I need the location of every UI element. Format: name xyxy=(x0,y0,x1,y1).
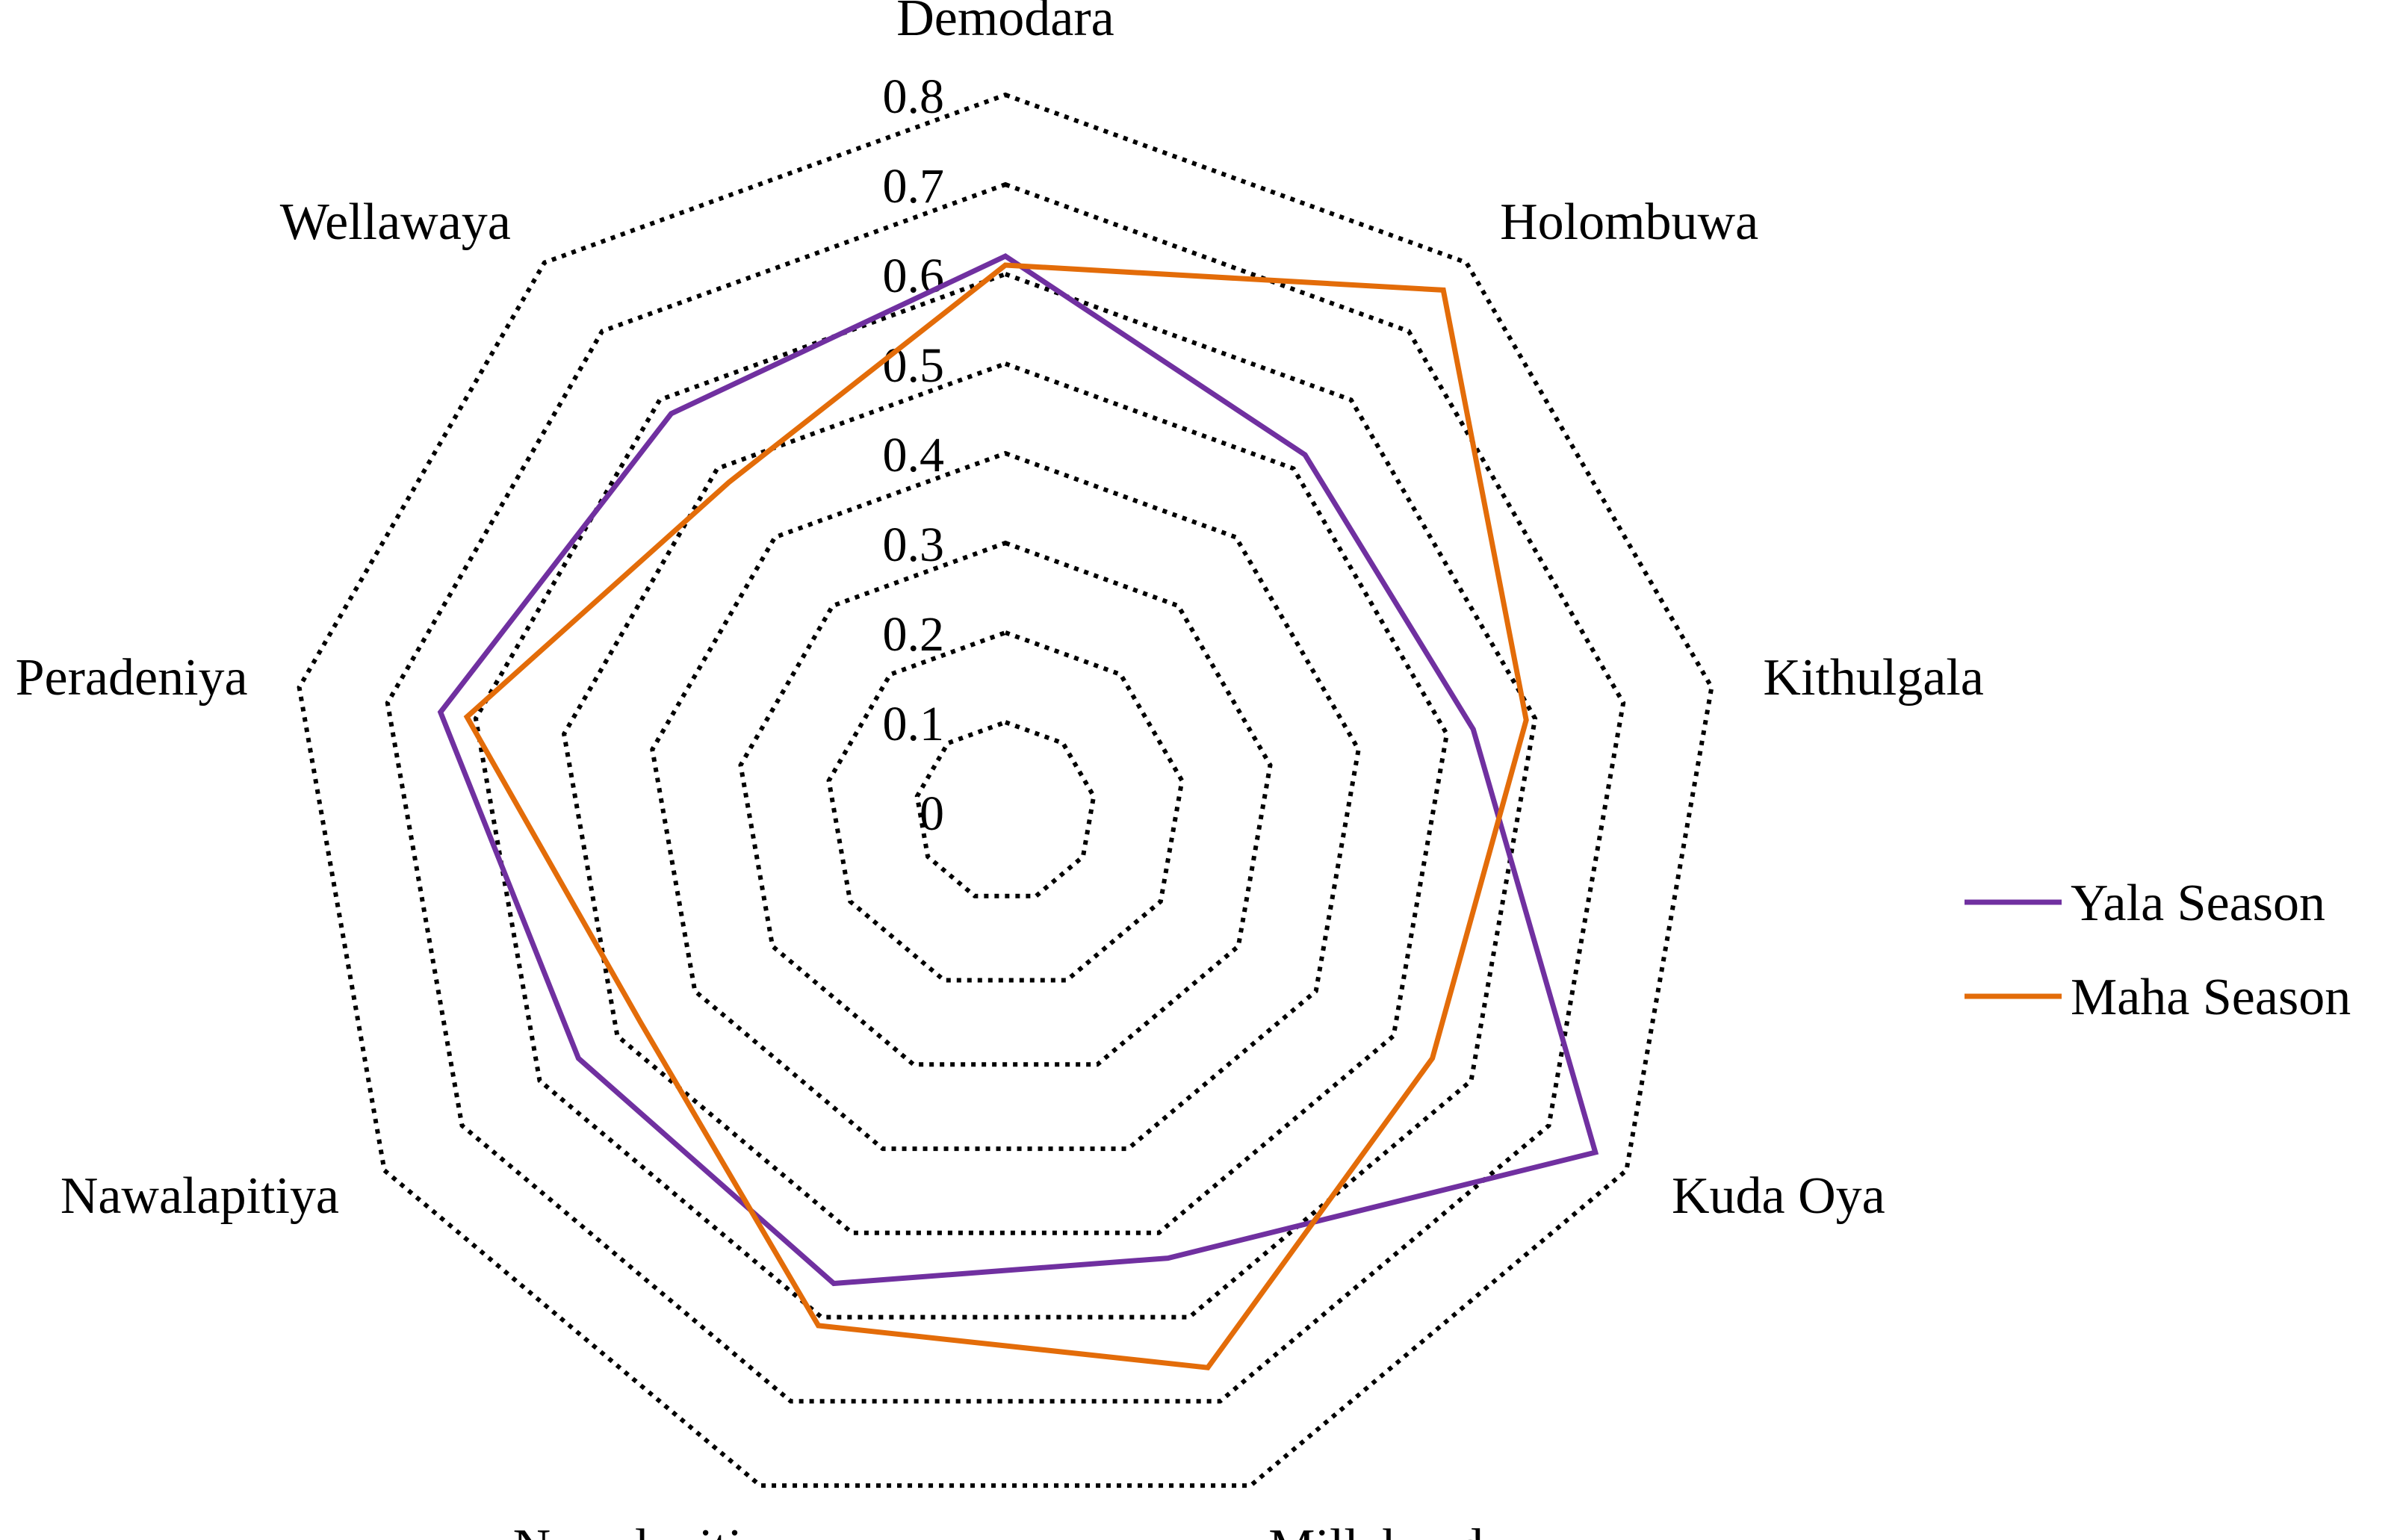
category-label-peradeniya: Peradeniya xyxy=(16,649,248,707)
category-label-kithulgala: Kithulgala xyxy=(1763,649,1983,707)
series-lines xyxy=(437,252,1599,1370)
category-label-holombuwa: Holombuwa xyxy=(1500,193,1758,251)
category-labels: Demodara Holombuwa Kithulgala Kuda Oya Milla… xyxy=(16,0,1984,1540)
legend-item-yala: Yala Season xyxy=(1965,875,2325,932)
series-line-maha-season xyxy=(463,262,1529,1370)
grid-ring-0-3 xyxy=(738,540,1273,1067)
tick-label: 0.1 xyxy=(883,697,945,751)
legend-label-yala: Yala Season xyxy=(2071,875,2325,932)
legend: Yala Season Maha Season xyxy=(1965,875,2351,1026)
legend-item-maha: Maha Season xyxy=(1965,969,2351,1026)
category-label-nawalapitiya: Nawalapitiya xyxy=(61,1167,339,1225)
series-line-yala-season xyxy=(437,252,1599,1287)
tick-label: 0.8 xyxy=(883,69,945,124)
grid-ring-0-4 xyxy=(650,450,1361,1152)
category-label-demodara: Demodara xyxy=(896,0,1114,47)
category-label-wellawaya: Wellawaya xyxy=(280,193,511,251)
grid-ring-0-6 xyxy=(473,271,1538,1320)
tick-label: 0.4 xyxy=(883,428,945,482)
tick-label: 0.7 xyxy=(883,159,945,214)
category-label-millakanda: Millakanda xyxy=(1268,1519,1507,1540)
category-label-nawalapiti: Nawalapiti xyxy=(513,1519,742,1540)
category-label-kuda-oya: Kuda Oya xyxy=(1672,1167,1885,1225)
grid-rings xyxy=(297,92,1714,1488)
grid-ring-0-2 xyxy=(826,630,1185,983)
legend-label-maha: Maha Season xyxy=(2071,969,2351,1026)
grid-ring-0-1 xyxy=(914,719,1097,898)
tick-label: 0 xyxy=(920,786,944,841)
grid-ring-0-5 xyxy=(561,361,1450,1235)
tick-label: 0.3 xyxy=(883,518,945,572)
tick-label: 0.6 xyxy=(883,249,945,303)
grid-ring-0-8 xyxy=(297,92,1714,1488)
radial-tick-labels: 0 0.1 0.2 0.3 0.4 0.5 0.6 0.7 0.8 xyxy=(883,69,945,841)
tick-label: 0.5 xyxy=(883,338,945,393)
tick-label: 0.2 xyxy=(883,607,945,662)
